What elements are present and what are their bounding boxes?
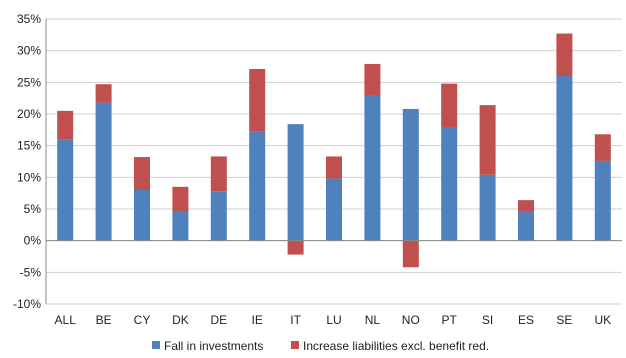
bar-uk-series-2 bbox=[594, 134, 611, 161]
bar-it-series-1 bbox=[287, 124, 304, 241]
bar-es-series-2 bbox=[518, 200, 534, 212]
x-tick-label: IT bbox=[290, 313, 301, 327]
x-tick-label: ES bbox=[518, 313, 534, 327]
y-tick-label: -5% bbox=[20, 265, 42, 279]
y-tick-label: 25% bbox=[17, 75, 41, 89]
y-tick-label: 15% bbox=[17, 139, 41, 153]
y-tick-label: 5% bbox=[24, 202, 42, 216]
bars bbox=[57, 33, 611, 268]
x-tick-label: NL bbox=[365, 313, 381, 327]
bar-cy-series-1 bbox=[134, 190, 150, 241]
x-tick-label: UK bbox=[594, 313, 611, 327]
bar-se-series-2 bbox=[556, 33, 573, 76]
bar-si-series-1 bbox=[479, 174, 496, 241]
bar-de-series-1 bbox=[210, 191, 227, 241]
legend-swatch bbox=[152, 341, 160, 349]
x-tick-label: ALL bbox=[55, 313, 77, 327]
y-tick-label: 35% bbox=[17, 12, 41, 26]
y-tick-label: 20% bbox=[17, 107, 41, 121]
x-tick-label: PT bbox=[442, 313, 458, 327]
y-axis-tick-labels: -10% -5% 0% 5% 10% 15% 20% 25% 30% 35% bbox=[13, 12, 41, 311]
y-tick-label: 0% bbox=[24, 234, 42, 248]
bar-si-series-2 bbox=[479, 105, 496, 175]
bar-no-series-1 bbox=[402, 108, 419, 241]
bar-cy-series-2 bbox=[134, 157, 150, 190]
x-tick-label: SI bbox=[482, 313, 493, 327]
bar-es-series-1 bbox=[518, 211, 534, 241]
bar-lu-series-1 bbox=[326, 178, 342, 241]
bar-be-series-2 bbox=[95, 84, 112, 103]
legend-label: Increase liabilities excl. benefit red. bbox=[303, 339, 489, 353]
x-axis-tick-labels: ALL BE CY DK DE IE IT LU NL NO PT SI ES SE UK bbox=[55, 313, 612, 327]
legend-label: Fall in investments bbox=[164, 339, 263, 353]
bar-dk-series-2 bbox=[172, 186, 189, 212]
x-tick-label: CY bbox=[134, 313, 151, 327]
bar-ie-series-1 bbox=[249, 131, 266, 241]
x-tick-label: NO bbox=[402, 313, 420, 327]
bar-pt-series-1 bbox=[441, 127, 458, 241]
bar-all-series-1 bbox=[57, 139, 74, 241]
bar-no-series-2 bbox=[402, 240, 419, 268]
bar-pt-series-2 bbox=[441, 83, 458, 128]
y-tick-label: 10% bbox=[17, 170, 41, 184]
y-tick-label: 30% bbox=[17, 44, 41, 58]
y-tick-label: -10% bbox=[13, 297, 41, 311]
bar-nl-series-1 bbox=[364, 95, 381, 241]
x-tick-label: LU bbox=[326, 313, 341, 327]
legend: Fall in investments Increase liabilities … bbox=[152, 339, 489, 353]
x-tick-label: BE bbox=[96, 313, 112, 327]
bar-lu-series-2 bbox=[326, 156, 342, 179]
x-tick-label: SE bbox=[556, 313, 572, 327]
bar-dk-series-1 bbox=[172, 211, 189, 241]
bar-ie-series-2 bbox=[249, 69, 266, 132]
bar-all-series-2 bbox=[57, 110, 74, 140]
bar-se-series-1 bbox=[556, 76, 573, 241]
bar-be-series-1 bbox=[95, 102, 112, 241]
bar-nl-series-2 bbox=[364, 63, 381, 95]
bar-it-series-2 bbox=[287, 240, 304, 255]
x-tick-label: DE bbox=[210, 313, 227, 327]
bar-uk-series-1 bbox=[594, 160, 611, 241]
x-tick-label: DK bbox=[172, 313, 189, 327]
legend-swatch bbox=[291, 341, 299, 349]
x-tick-label: IE bbox=[252, 313, 263, 327]
bar-de-series-2 bbox=[210, 156, 227, 192]
